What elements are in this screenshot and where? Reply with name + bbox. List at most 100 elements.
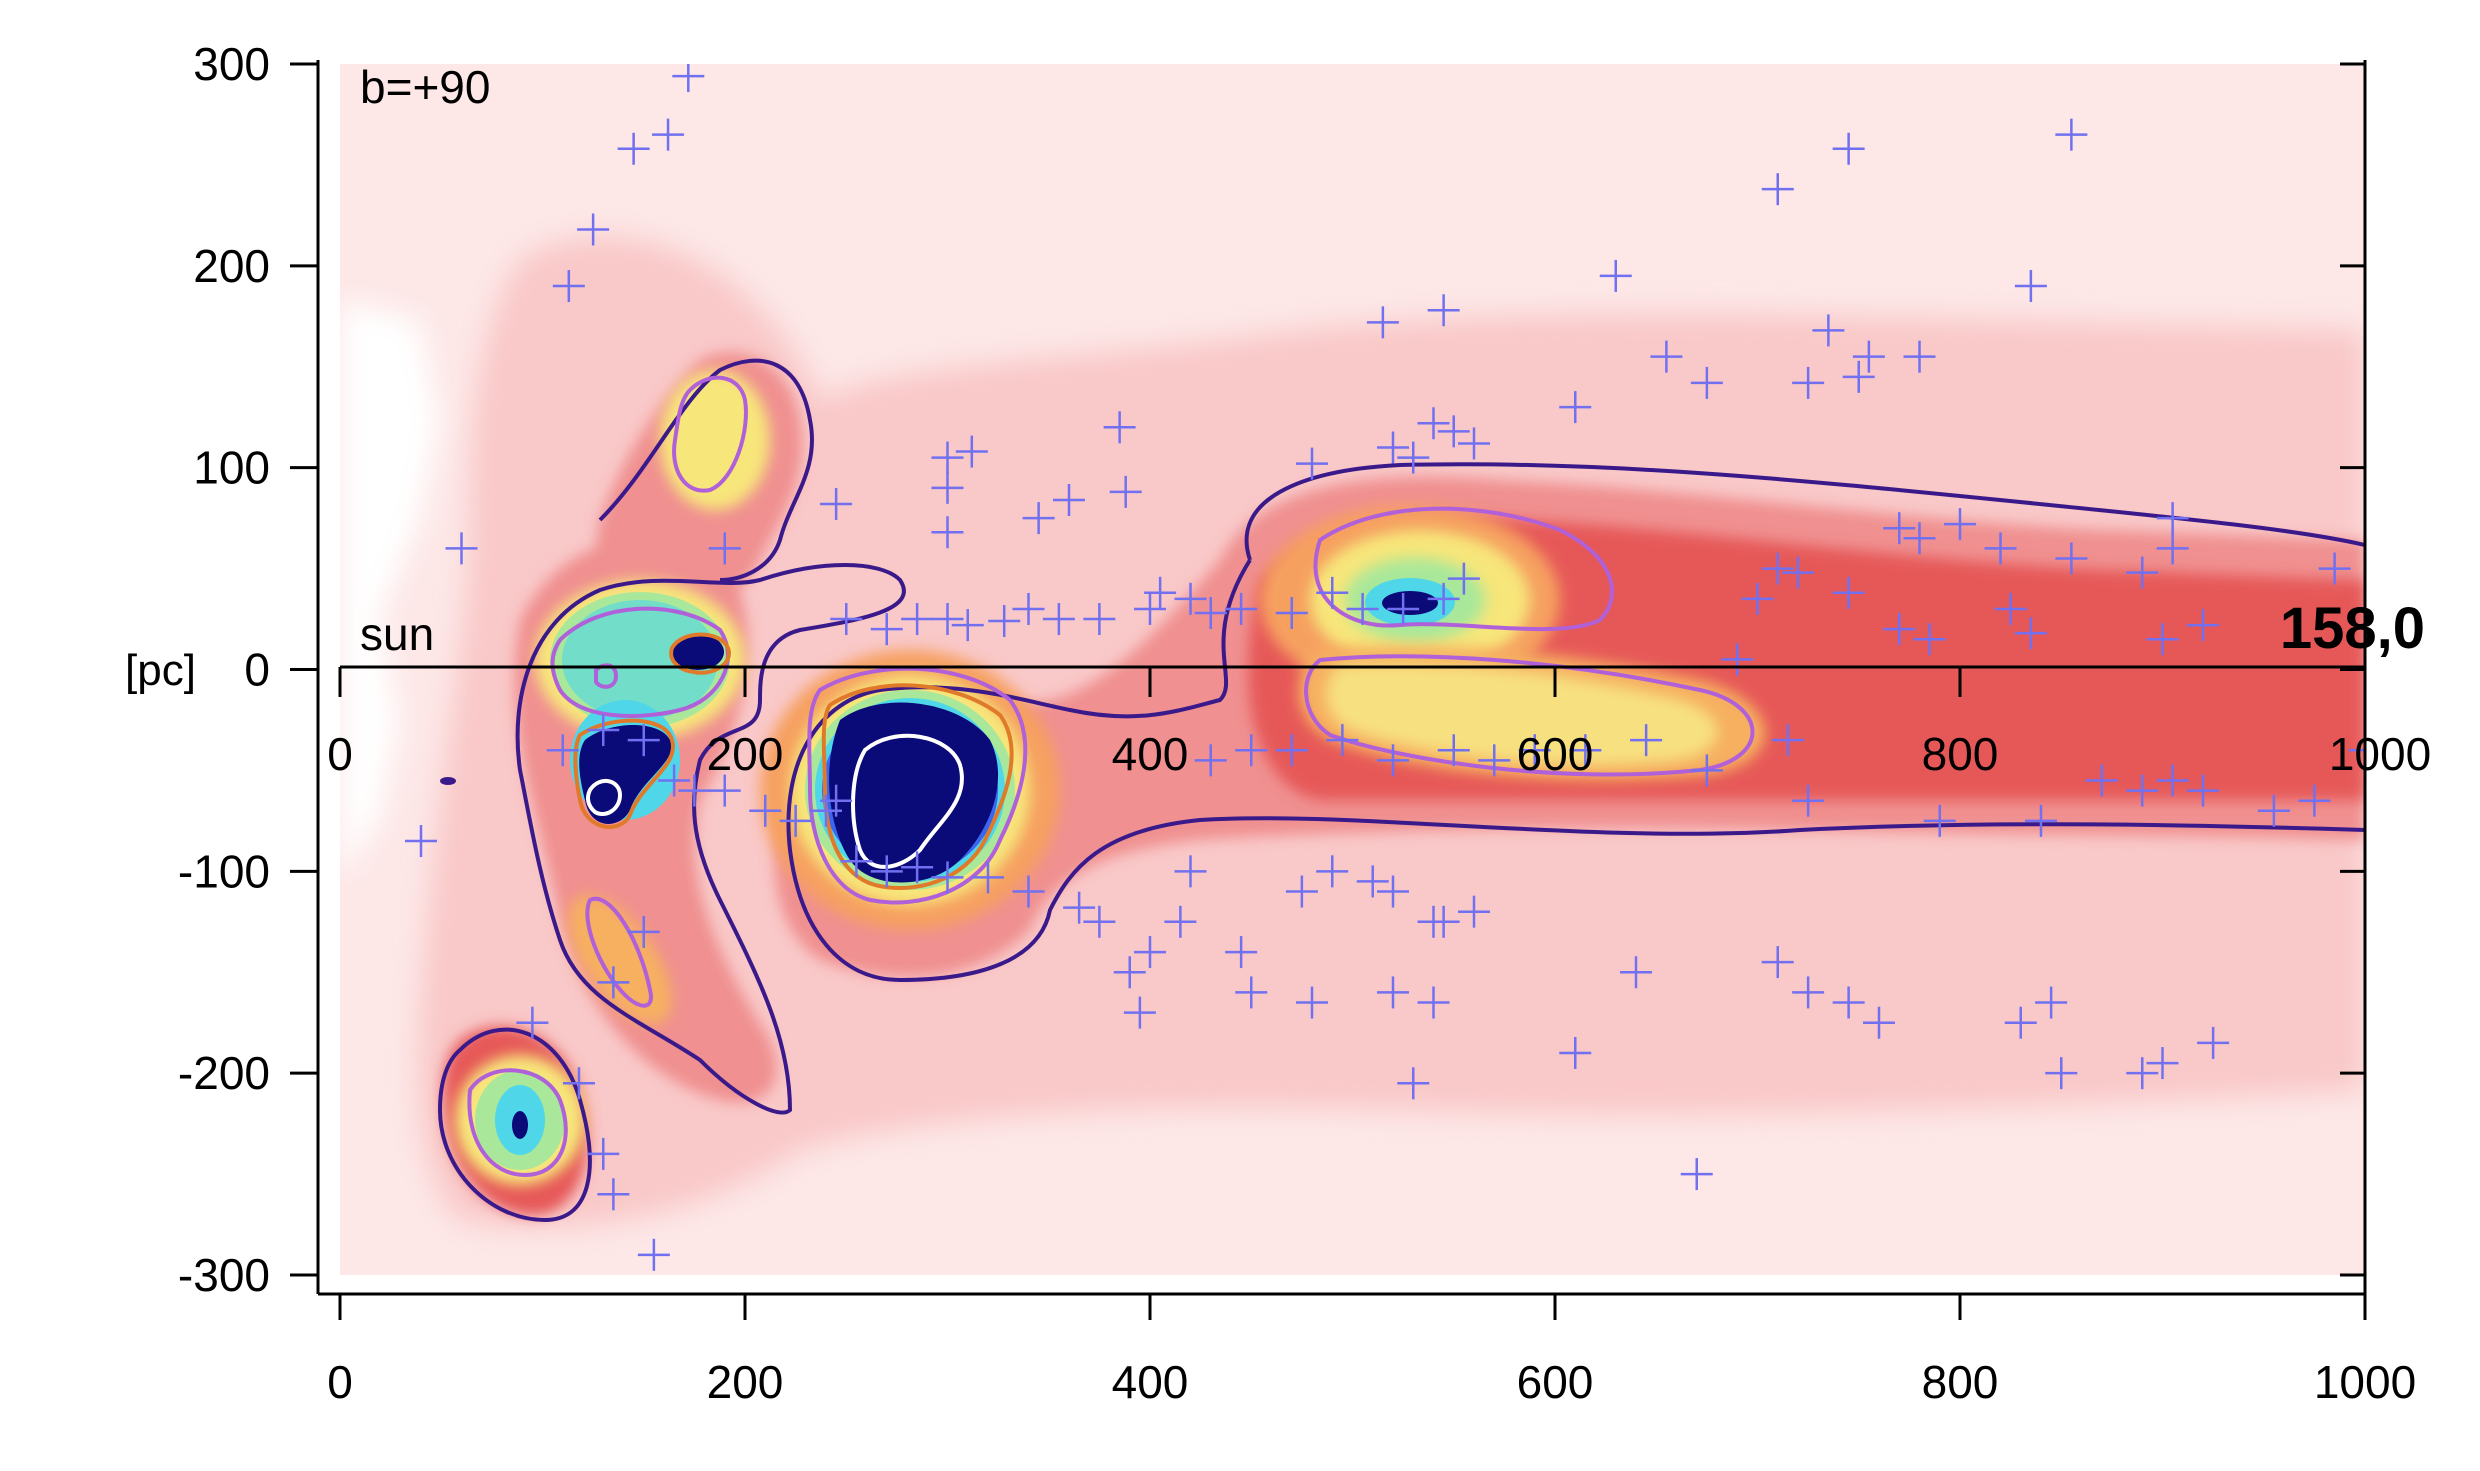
x-tick-label: 600 — [1517, 1356, 1594, 1408]
marker-plus — [1356, 865, 1389, 898]
contour-inner-b — [807, 666, 1028, 905]
marker-plus — [1782, 556, 1814, 589]
marker-plus — [1109, 475, 1142, 508]
marker-plus — [840, 845, 873, 878]
marker-plus — [1437, 734, 1470, 767]
marker-plus — [445, 532, 478, 565]
marker-plus — [1164, 905, 1197, 938]
marker-plus — [1134, 936, 1166, 969]
y-tick-label: -100 — [178, 845, 270, 897]
marker-plus — [672, 64, 705, 93]
value-label: 158,0 — [2280, 596, 2425, 661]
marker-plus — [1680, 1158, 1713, 1191]
marker-plus — [1083, 905, 1116, 938]
marker-plus — [1012, 592, 1045, 625]
marker-plus — [552, 270, 585, 303]
right-axis-ticks — [2340, 62, 2365, 1277]
cloud-a-lobe-yellow — [1326, 663, 1718, 766]
marker-plus — [2257, 794, 2290, 827]
marker-plus — [2156, 532, 2189, 565]
marker-plus — [1569, 734, 1602, 767]
contour-inner-c — [550, 606, 730, 718]
marker-plus — [1842, 360, 1875, 393]
marker-plus — [1022, 502, 1055, 535]
marker-plus — [1377, 976, 1409, 1009]
y-tick-label: 100 — [193, 442, 270, 494]
contour-inner-a — [1313, 506, 1614, 632]
marker-plus — [1194, 744, 1227, 777]
contour-orange-b — [821, 683, 1014, 890]
y-tick-label: 300 — [193, 38, 270, 90]
marker-plus — [1994, 592, 2027, 625]
marker-plus — [1377, 431, 1409, 464]
inner-x-tick-label: 600 — [1517, 728, 1594, 780]
marker-plus — [2014, 270, 2047, 303]
marker-plus — [1620, 956, 1652, 989]
marker-plus — [2156, 764, 2189, 797]
marker-plus — [1761, 173, 1794, 206]
marker-plus — [678, 774, 711, 807]
marker-plus — [901, 603, 934, 636]
marker-plus — [951, 609, 984, 642]
marker-plus — [2156, 502, 2189, 535]
marker-plus — [2187, 774, 2219, 807]
marker-plus — [2035, 986, 2068, 1019]
marker-plus — [597, 1178, 630, 1211]
marker-plus — [1458, 895, 1490, 928]
marker-plus — [1326, 724, 1359, 757]
marker-plus — [1144, 576, 1177, 609]
marker-plus — [1792, 366, 1825, 399]
x-tick-label: 800 — [1922, 1356, 1999, 1408]
marker-plus — [931, 603, 964, 636]
marker-plus — [830, 603, 863, 636]
marker-plus — [1346, 592, 1379, 625]
marker-plus — [1771, 724, 1804, 757]
marker-plus — [1113, 956, 1146, 989]
marker-plus — [2146, 1047, 2179, 1080]
inner-x-tick-label: 400 — [1112, 728, 1189, 780]
cloud-e-core — [512, 1111, 528, 1139]
marker-plus — [1923, 804, 1956, 837]
x-tick-label: 200 — [707, 1356, 784, 1408]
contour-orange-d — [573, 718, 676, 829]
marker-plus — [1832, 986, 1865, 1019]
marker-plus — [1366, 306, 1399, 339]
marker-plus — [1518, 734, 1551, 767]
marker-plus — [1447, 562, 1480, 595]
marker-plus — [1387, 592, 1420, 625]
x-tick-label: 1000 — [2314, 1356, 2416, 1408]
marker-plus — [562, 1067, 595, 1100]
marker-plus — [1792, 976, 1825, 1009]
marker-plus — [749, 794, 782, 827]
contour-white-d — [585, 779, 623, 816]
cloud-c-core — [672, 634, 724, 670]
marker-plus — [597, 966, 630, 999]
marker-plus — [1427, 582, 1460, 615]
marker-plus — [1832, 576, 1865, 609]
contour-inner-e — [467, 1068, 568, 1178]
marker-plus — [1761, 552, 1794, 585]
y-tick-label: 200 — [193, 240, 270, 292]
marker-plus — [1194, 596, 1227, 629]
marker-plus — [708, 774, 741, 807]
marker-plus — [1478, 744, 1511, 777]
contour-inner-lobe — [1304, 654, 1755, 777]
marker-plus — [1296, 986, 1328, 1019]
marker-plus — [2318, 552, 2351, 585]
marker-plus — [931, 471, 964, 504]
marker-plus — [1225, 592, 1258, 625]
marker-plus — [1296, 447, 1328, 480]
marker-plus — [1559, 1036, 1592, 1069]
marker-plus — [1903, 340, 1936, 373]
marker-plus — [587, 714, 620, 747]
marker-plus — [955, 435, 988, 468]
marker-plus — [1427, 294, 1460, 327]
marker-plus — [1377, 875, 1409, 908]
marker-plus — [1316, 576, 1349, 609]
contour-white-b — [851, 733, 964, 869]
marker-plus — [1134, 592, 1166, 625]
marker-plus — [587, 1137, 620, 1170]
marker-plus — [1174, 855, 1207, 888]
